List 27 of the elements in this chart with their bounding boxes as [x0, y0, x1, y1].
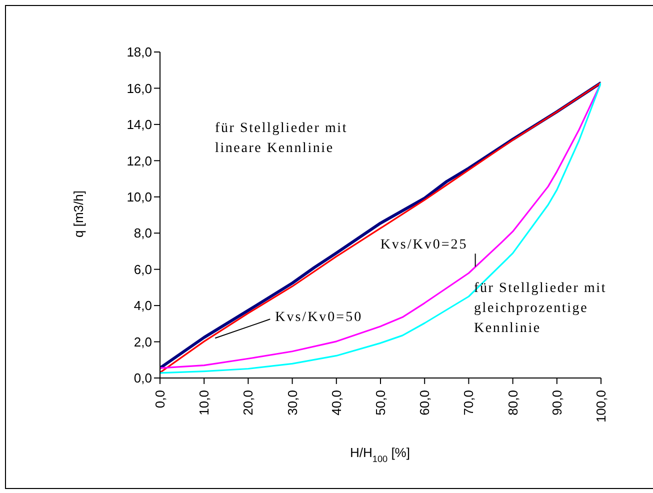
x-tick-label: 20,0: [240, 390, 256, 416]
x-tick-label: 90,0: [549, 390, 564, 416]
y-tick-label: 10,0: [126, 190, 152, 205]
y-tick-label: 8,0: [134, 226, 152, 241]
x-tick-label: 10,0: [196, 390, 212, 416]
annotation: für Stellglieder mit lineare Kennlinie: [215, 121, 348, 156]
x-tick-label: 100,0: [594, 390, 608, 423]
x-tick-label: 40,0: [328, 390, 344, 416]
annotation: Kvs/Kv0=50: [275, 310, 363, 326]
y-tick-label: 2,0: [134, 334, 152, 350]
y-tick-label: 14,0: [126, 117, 152, 132]
x-tick-label: 60,0: [417, 390, 432, 416]
x-tick-label: 80,0: [505, 390, 520, 416]
y-tick-label: 12,0: [126, 153, 152, 168]
y-axis-title: q [m3/h]: [71, 190, 86, 238]
y-tick-label: 16,0: [126, 80, 152, 96]
y-tick-label: 0,0: [134, 370, 152, 386]
annotation: Kvs/Kv0=25: [380, 238, 468, 253]
y-tick-label: 6,0: [134, 262, 152, 277]
y-tick-label: 18,0: [126, 44, 152, 60]
y-tick-label: 4,0: [134, 298, 152, 314]
x-tick-label: 0,0: [152, 390, 168, 408]
x-tick-label: 30,0: [284, 390, 300, 416]
annotation: für Stellglieder mit gleichprozentige Kennlinie: [474, 281, 607, 336]
x-tick-label: 50,0: [373, 390, 388, 416]
x-axis-title: H/H$_{100}$ [%]: [350, 445, 410, 464]
x-tick-label: 70,0: [461, 390, 476, 416]
